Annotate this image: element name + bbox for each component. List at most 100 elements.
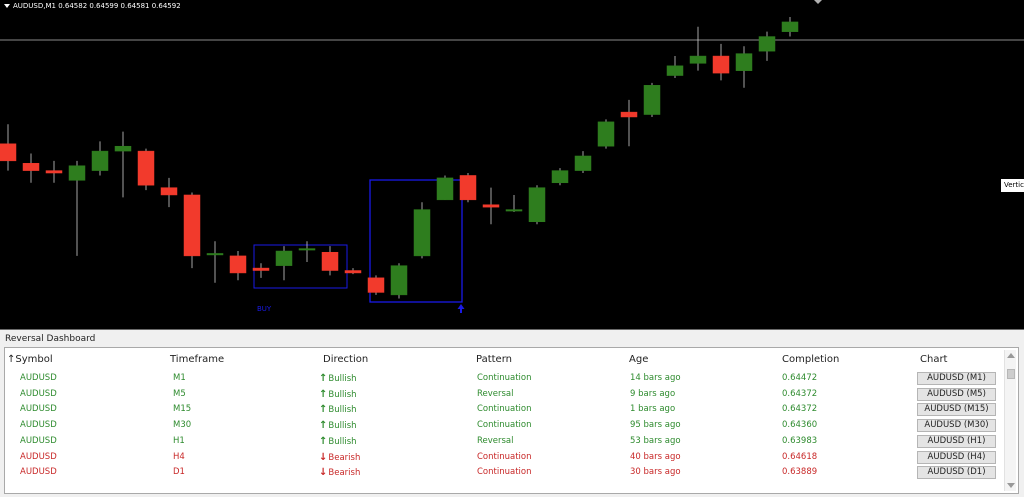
vertical-line-label: Vertical Line — [1001, 179, 1024, 192]
candle-body — [344, 270, 362, 274]
pattern-box-2 — [369, 179, 463, 303]
cell-direction: ↓Bearish — [319, 467, 360, 478]
candle-body — [666, 65, 684, 76]
cell-symbol: AUDUSD — [20, 435, 57, 446]
cell-timeframe: D1 — [173, 467, 185, 478]
candle-body — [689, 55, 707, 64]
column-header-pattern[interactable]: Pattern — [476, 354, 512, 365]
arrow-up-icon: ↑ — [319, 404, 328, 416]
arrow-up-icon: ↑ — [319, 373, 328, 384]
open-chart-button[interactable]: AUDUSD (M5) — [917, 387, 996, 401]
chart-symbol-quote: AUDUSD,M1 0.64582 0.64599 0.64581 0.6459… — [13, 2, 181, 10]
cell-completion: 0.63983 — [782, 435, 818, 446]
cell-completion: 0.64360 — [782, 420, 818, 431]
candle-body — [367, 277, 385, 293]
cell-pattern: Continuation — [477, 420, 532, 431]
column-header-symbol[interactable]: ↑Symbol — [7, 354, 53, 365]
cell-age: 9 bars ago — [630, 388, 676, 399]
dashboard-table: ↑Symbol Timeframe Direction Pattern Age … — [4, 347, 1019, 494]
candle-body — [551, 170, 569, 184]
candle-body — [275, 250, 293, 266]
cell-timeframe: M5 — [173, 388, 186, 399]
price-chart[interactable]: BUY AUDUSD,M1 0.64582 0.64599 0.64581 0.… — [0, 0, 1024, 329]
candle-body — [160, 187, 178, 196]
open-chart-button[interactable]: AUDUSD (M1) — [917, 372, 996, 385]
reversal-dashboard-panel: Reversal Dashboard ↑Symbol Timeframe Dir… — [0, 329, 1024, 497]
table-row[interactable]: AUDUSD M30 ↑Bullish Continuation 95 bars ago… — [5, 418, 1005, 434]
buy-arrow-up-icon — [457, 304, 465, 313]
direction-label: Bearish — [328, 468, 361, 479]
cell-age: 1 bars ago — [630, 404, 676, 415]
table-row[interactable]: AUDUSD H1 ↑Bullish Reversal 53 bars ago 0.639… — [5, 434, 1005, 450]
scroll-down-arrow-icon[interactable] — [1007, 483, 1015, 488]
cell-completion: 0.64618 — [782, 451, 818, 462]
candle-body — [183, 194, 201, 257]
candle-body — [735, 53, 753, 71]
cell-symbol: AUDUSD — [20, 467, 57, 478]
candle-body — [505, 209, 523, 212]
arrow-down-icon: ↓ — [319, 451, 328, 463]
table-scrollbar[interactable] — [1004, 350, 1016, 491]
cell-direction: ↑Bullish — [319, 436, 357, 447]
arrow-up-icon: ↑ — [319, 420, 328, 432]
candle-body — [137, 150, 155, 186]
candle-body — [574, 155, 592, 171]
column-header-completion[interactable]: Completion — [782, 354, 840, 365]
table-row[interactable]: AUDUSD M5 ↑Bullish Reversal 9 bars ago 0.6437… — [5, 387, 1005, 403]
cell-timeframe: H1 — [173, 435, 185, 446]
chart-menu-triangle-icon[interactable] — [4, 4, 10, 8]
open-chart-button[interactable]: AUDUSD (M30) — [917, 419, 996, 433]
cell-completion: 0.64372 — [782, 404, 818, 415]
cell-age: 53 bars ago — [630, 435, 681, 446]
cell-timeframe: M15 — [173, 404, 192, 415]
scroll-up-arrow-icon[interactable] — [1007, 353, 1015, 358]
chart-shift-marker-icon[interactable] — [814, 0, 822, 4]
candle-body — [620, 111, 638, 118]
sort-ascending-icon: ↑ — [7, 354, 16, 365]
cell-timeframe: H4 — [173, 451, 185, 462]
pattern-box-1 — [253, 244, 348, 289]
table-row[interactable]: AUDUSD D1 ↓Bearish Continuation 30 bars ago 0… — [5, 465, 1005, 481]
column-header-chart[interactable]: Chart — [920, 354, 948, 365]
cell-pattern: Reversal — [477, 388, 514, 399]
candle-body — [390, 265, 408, 296]
table-row[interactable]: AUDUSD M15 ↑Bullish Continuation 1 bars ago 0… — [5, 402, 1005, 418]
scroll-thumb[interactable] — [1007, 369, 1015, 379]
candle-body — [436, 177, 454, 201]
direction-label: Bearish — [328, 452, 361, 463]
candle-body — [298, 248, 316, 251]
candlestick-chart[interactable]: BUY — [0, 0, 1024, 329]
arrow-up-icon: ↑ — [319, 388, 328, 400]
candle-body — [68, 165, 86, 181]
candle-body — [114, 145, 132, 152]
cell-age: 40 bars ago — [630, 451, 681, 462]
candle-body — [459, 175, 477, 201]
candle-body — [528, 187, 546, 223]
open-chart-button[interactable]: AUDUSD (H1) — [917, 434, 996, 448]
candle-body — [597, 121, 615, 147]
table-row[interactable]: AUDUSD H4 ↓Bearish Continuation 40 bars ago 0… — [5, 450, 1005, 466]
open-chart-button[interactable]: AUDUSD (D1) — [917, 466, 996, 480]
dashboard-title: Reversal Dashboard — [5, 334, 96, 344]
cell-pattern: Continuation — [477, 404, 532, 415]
arrow-up-icon: ↑ — [319, 435, 328, 447]
column-header-age[interactable]: Age — [629, 354, 649, 365]
direction-label: Bullish — [328, 374, 357, 384]
cell-direction: ↓Bearish — [319, 452, 360, 463]
cell-direction: ↑Bullish — [319, 373, 357, 384]
candle-body — [252, 267, 270, 271]
candle-body — [321, 251, 339, 271]
direction-label: Bullish — [328, 405, 357, 416]
column-header-timeframe[interactable]: Timeframe — [170, 354, 225, 365]
cell-symbol: AUDUSD — [20, 420, 57, 431]
cell-symbol: AUDUSD — [20, 388, 57, 399]
open-chart-button[interactable]: AUDUSD (H4) — [917, 450, 996, 464]
cell-age: 14 bars ago — [630, 373, 681, 383]
cell-direction: ↑Bullish — [319, 389, 357, 400]
open-chart-button[interactable]: AUDUSD (M15) — [917, 403, 996, 417]
column-header-direction[interactable]: Direction — [323, 354, 369, 365]
cell-age: 95 bars ago — [630, 420, 681, 431]
candle-body — [0, 143, 17, 162]
table-row[interactable]: AUDUSD M1 ↑Bullish Continuation 14 bars ago 0… — [5, 371, 1005, 387]
cell-direction: ↑Bullish — [319, 404, 357, 415]
